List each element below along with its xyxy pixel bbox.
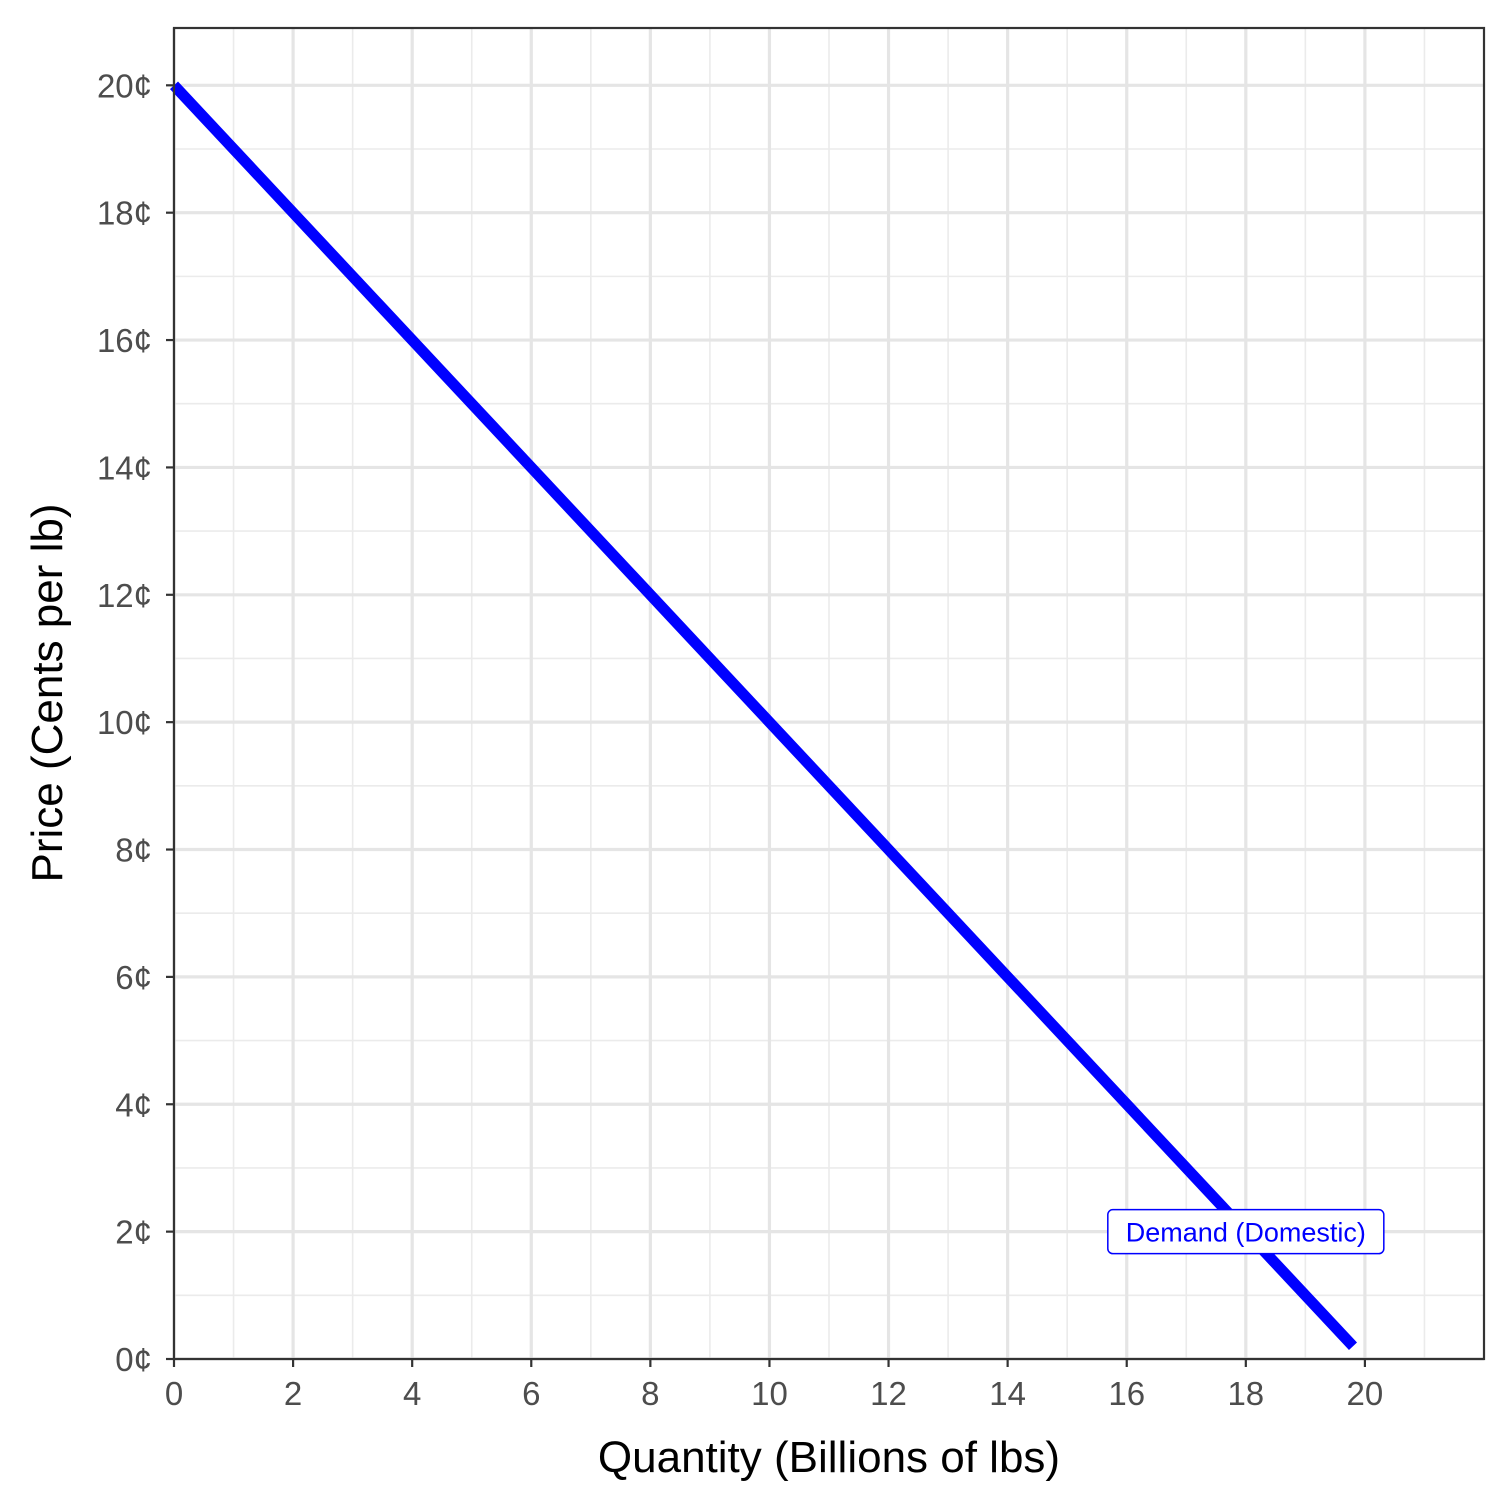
plot-border	[172, 26, 1486, 1361]
y-tick-label: 10¢	[97, 704, 152, 741]
demand-label: Demand (Domestic)	[1126, 1218, 1366, 1248]
y-tick-label: 4¢	[115, 1086, 152, 1123]
demand-line	[169, 81, 1358, 1351]
x-axis-title: Quantity (Billions of lbs)	[598, 1433, 1060, 1482]
y-tick-label: 6¢	[115, 959, 152, 996]
y-tick-label: 12¢	[97, 577, 152, 614]
x-tick-label: 2	[284, 1375, 302, 1412]
y-tick-label: 0¢	[115, 1341, 152, 1378]
y-tick-label: 2¢	[115, 1214, 152, 1251]
y-tick-label: 16¢	[97, 322, 152, 359]
x-tick-label: 12	[870, 1375, 907, 1412]
y-tick-label: 20¢	[97, 67, 152, 104]
x-tick-label: 8	[641, 1375, 659, 1412]
demand-label-box	[1107, 1208, 1385, 1255]
annotation-layer: Demand (Domestic)	[1107, 1208, 1385, 1255]
y-tick-label: 14¢	[97, 449, 152, 486]
x-tick-label: 14	[989, 1375, 1026, 1412]
x-tick-label: 6	[522, 1375, 540, 1412]
y-axis-title: Price (Cents per lb)	[23, 503, 72, 882]
x-tick-label: 0	[165, 1375, 183, 1412]
y-tick-label: 18¢	[97, 195, 152, 232]
x-tick-label: 20	[1347, 1375, 1384, 1412]
x-tick-label: 4	[403, 1375, 421, 1412]
x-tick-label: 16	[1108, 1375, 1145, 1412]
minor-gridlines	[174, 28, 1484, 1359]
series-layer	[169, 81, 1358, 1351]
x-tick-label: 10	[751, 1375, 788, 1412]
x-tick-label: 18	[1227, 1375, 1264, 1412]
y-axis: 0¢ 2¢ 4¢ 6¢ 8¢ 10¢ 12¢ 14¢ 16¢ 18¢ 20¢	[97, 67, 174, 1378]
x-axis: 0 2 4 6 8 10 12 14 16 18 20	[165, 1359, 1383, 1412]
y-tick-label: 8¢	[115, 832, 152, 869]
